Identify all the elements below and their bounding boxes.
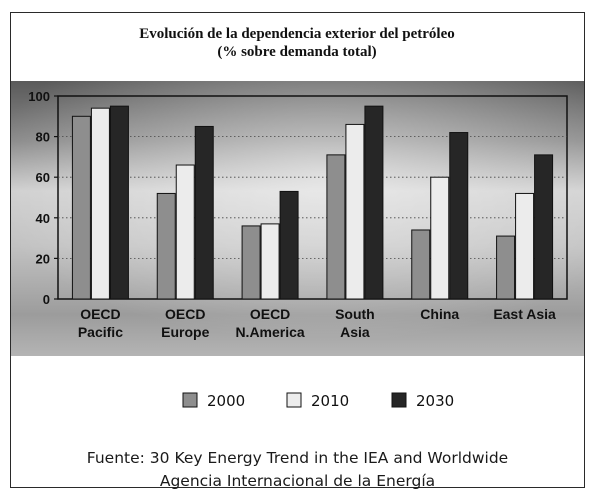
x-tick-label: OECD xyxy=(165,306,205,322)
bar-2010 xyxy=(430,176,450,300)
bar-2000 xyxy=(71,115,91,300)
bar-2030 xyxy=(279,190,299,300)
legend-swatch-2000 xyxy=(182,392,198,408)
x-tick-label: East Asia xyxy=(493,306,556,322)
source-note: Fuente: 30 Key Energy Trend in the IEA a… xyxy=(11,447,584,493)
y-tick-label: 80 xyxy=(36,130,50,145)
bar-2010 xyxy=(345,123,365,300)
x-tick-label: OECD xyxy=(250,306,290,322)
legend-swatch-2010 xyxy=(286,392,302,408)
grid-lines xyxy=(58,136,567,259)
plot-area xyxy=(57,95,568,300)
source-line-1: Fuente: 30 Key Energy Trend in the IEA a… xyxy=(86,449,509,467)
bar-2000 xyxy=(326,154,346,300)
bar-2010 xyxy=(175,164,195,300)
chart-subtitle: (% sobre demanda total) xyxy=(217,44,376,60)
x-tick-label: South xyxy=(335,306,375,322)
y-axis: 0 20 40 60 80 100 xyxy=(28,89,58,307)
legend: 2000 2010 2030 xyxy=(182,392,454,410)
legend-label: 2000 xyxy=(207,392,245,410)
legend-swatch-2030 xyxy=(391,392,407,408)
bar-2030 xyxy=(194,125,214,300)
bar-2010 xyxy=(90,107,110,300)
x-tick-label: China xyxy=(420,306,459,322)
y-tick-label: 60 xyxy=(36,170,50,185)
bar-2010 xyxy=(260,223,280,300)
y-tick-label: 40 xyxy=(36,211,50,226)
chart-svg: Evolución de la dependencia exterior del… xyxy=(11,26,584,410)
source-line-2: Agencia Internacional de la Energía xyxy=(159,472,436,490)
bar-2000 xyxy=(496,235,516,300)
x-axis: OECD Pacific OECD Europe OECD N.America South A… xyxy=(78,306,556,340)
bar-2030 xyxy=(534,154,554,300)
y-tick-label: 100 xyxy=(28,89,50,104)
legend-label: 2030 xyxy=(416,392,454,410)
x-tick-label: OECD xyxy=(80,306,120,322)
bar-2030 xyxy=(364,105,384,300)
bar-2030 xyxy=(449,132,469,300)
bar-2000 xyxy=(241,225,261,300)
bar-2000 xyxy=(411,229,431,300)
x-tick-label: Pacific xyxy=(78,324,123,340)
y-tick-label: 0 xyxy=(43,292,50,307)
bar-2000 xyxy=(156,192,176,300)
chart-frame: Evolución de la dependencia exterior del… xyxy=(10,12,585,490)
chart-title: Evolución de la dependencia exterior del… xyxy=(139,26,455,42)
x-tick-label: N.America xyxy=(235,324,304,340)
x-tick-label: Europe xyxy=(161,324,209,340)
bar-2030 xyxy=(109,105,129,300)
bar-2010 xyxy=(515,192,535,300)
bars xyxy=(71,105,554,300)
x-tick-label: Asia xyxy=(340,324,370,340)
legend-label: 2010 xyxy=(311,392,349,410)
y-tick-label: 20 xyxy=(36,251,50,266)
